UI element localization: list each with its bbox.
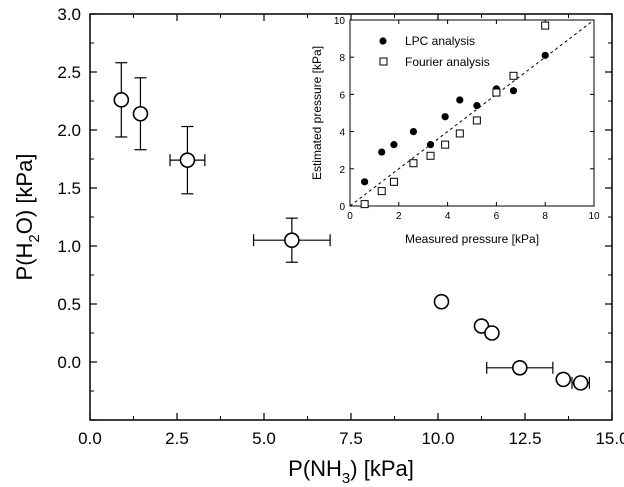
main-y-tick-label: 2.5 (57, 63, 81, 82)
inset-point-fourier-analysis (360, 200, 369, 209)
main-data-point (179, 152, 196, 168)
inset-y-tick-label: 4 (339, 128, 345, 139)
inset-point-lpc-analysis (378, 148, 386, 156)
inset-point-lpc-analysis (509, 87, 518, 95)
main-plot: 0.0 2.5 5.0 7.5 10.0 12.5 15.0 0.0 0.5 1.0 1.5 2.0… (12, 5, 624, 487)
inset-series-lpc-analysis (361, 51, 549, 186)
legend-label-fourier-analysis: Fourier analysis (405, 55, 490, 69)
inset-x-tick-label: 2 (396, 211, 402, 222)
inset-plot-frame (349, 19, 595, 207)
inset-point-lpc-analysis (426, 141, 435, 149)
inset-y-tick-label: 10 (334, 16, 346, 27)
main-axis-ticks (89, 13, 613, 421)
inset-series-fourier-analysis (360, 21, 550, 209)
main-x-tick-label: 12.5 (508, 429, 541, 448)
main-x-tick-label: 10.0 (421, 429, 454, 448)
inset-x-tick-label: 10 (588, 211, 600, 222)
inset-point-fourier-analysis (509, 71, 518, 80)
inset-y-tick-labels: 0 2 4 6 8 10 (334, 16, 346, 213)
inset-point-fourier-analysis (426, 151, 435, 160)
main-y-tick-labels: 0.0 0.5 1.0 1.5 2.0 2.5 3.0 (57, 5, 81, 372)
inset-y-tick-label: 2 (339, 165, 345, 176)
inset-point-lpc-analysis (390, 141, 398, 149)
main-y-tick-label: 0.0 (57, 353, 81, 372)
inset-point-fourier-analysis (377, 187, 386, 196)
main-y-tick-label: 2.0 (57, 121, 81, 140)
main-data-point (284, 232, 300, 248)
inset-point-lpc-analysis (456, 96, 464, 104)
inset-point-lpc-analysis (441, 113, 449, 121)
main-data-point (572, 375, 589, 391)
main-data-point (113, 92, 130, 108)
inset-axis-ticks (349, 19, 595, 207)
inset-x-tick-label: 0 (347, 211, 353, 222)
inset-x-axis-title: Measured pressure [kPa] (405, 232, 539, 246)
inset-point-lpc-analysis (409, 128, 418, 136)
main-data-point (511, 359, 528, 376)
main-data-points (113, 92, 589, 391)
inset-x-tick-label: 4 (445, 211, 451, 222)
main-y-tick-label: 3.0 (57, 5, 81, 24)
inset-legend: LPC analysis Fourier analysis (379, 34, 490, 69)
inset-background (350, 20, 594, 206)
legend-marker-fourier-analysis (379, 57, 388, 66)
inset-x-tick-label: 6 (494, 211, 500, 222)
main-x-axis-title: P(NH3) [kPa] (288, 456, 414, 487)
inset-point-fourier-analysis (455, 129, 464, 138)
inset-x-tick-label: 8 (542, 211, 548, 222)
inset-point-lpc-analysis (473, 101, 481, 110)
main-y-axis-title: P(H2O) [kPa] (12, 154, 43, 281)
inset-plot: 0 2 4 6 8 10 0 2 4 6 8 10 LPC analysis Fourier ana… (310, 16, 600, 246)
inset-point-lpc-analysis (361, 178, 369, 186)
inset-point-fourier-analysis (472, 116, 481, 125)
inset-point-fourier-analysis (409, 159, 418, 168)
inset-point-fourier-analysis (389, 177, 398, 186)
inset-point-fourier-analysis (541, 21, 550, 30)
inset-y-tick-label: 6 (339, 90, 345, 101)
main-x-tick-label: 0.0 (78, 429, 102, 448)
inset-point-fourier-analysis (492, 88, 501, 97)
main-y-tick-label: 1.0 (57, 237, 81, 256)
main-x-tick-label: 7.5 (339, 429, 363, 448)
inset-point-lpc-analysis (541, 51, 549, 59)
inset-y-axis-title: Estimated pressure [kPa] (310, 46, 324, 180)
main-x-tick-label: 2.5 (165, 429, 189, 448)
legend-label-lpc-analysis: LPC analysis (405, 34, 475, 48)
main-data-point (132, 105, 149, 122)
inset-x-tick-labels: 0 2 4 6 8 10 (347, 211, 600, 222)
main-x-tick-label: 5.0 (252, 429, 276, 448)
main-data-point (433, 293, 450, 310)
main-x-tick-label: 15.0 (595, 429, 624, 448)
inset-point-fourier-analysis (441, 140, 450, 149)
inset-y-tick-label: 8 (339, 53, 345, 64)
main-data-point (484, 325, 500, 341)
main-x-tick-labels: 0.0 2.5 5.0 7.5 10.0 12.5 15.0 (78, 429, 624, 448)
main-data-point (555, 371, 572, 388)
main-y-tick-label: 1.5 (57, 179, 81, 198)
legend-marker-lpc-analysis (379, 37, 387, 45)
inset-y-tick-label: 0 (339, 202, 345, 213)
main-y-tick-label: 0.5 (57, 295, 81, 314)
